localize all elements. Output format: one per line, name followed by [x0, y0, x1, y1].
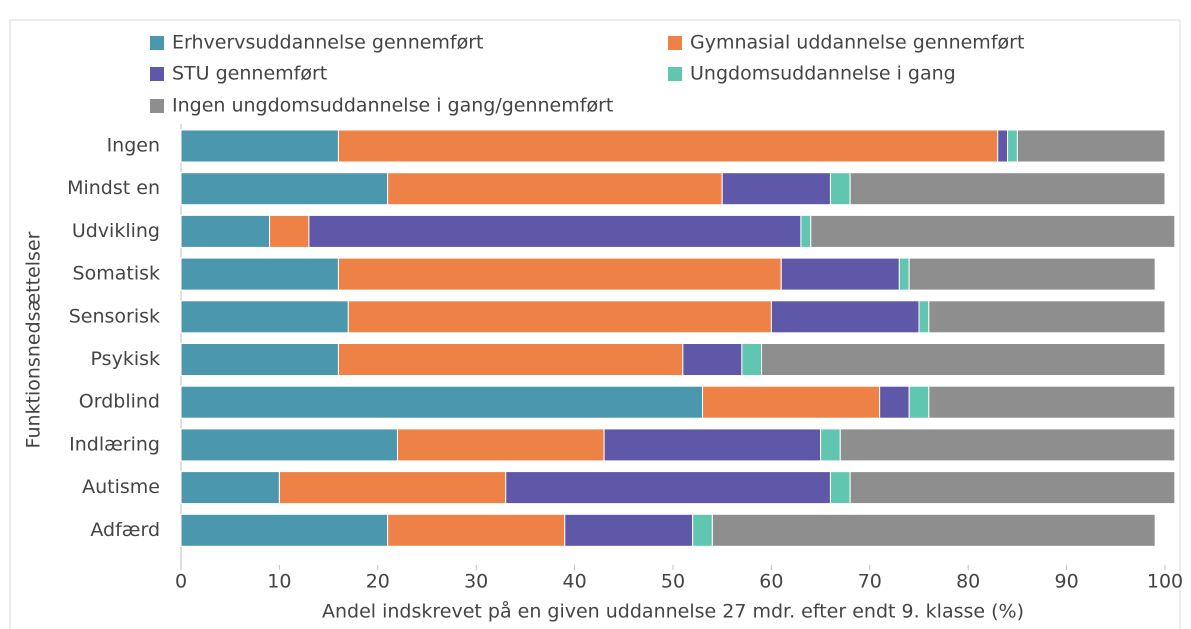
x-tick-label: 30 — [464, 571, 488, 593]
y-tick-label: Udvikling — [72, 220, 160, 242]
bar-segment — [820, 428, 841, 462]
bar-segment — [180, 385, 704, 419]
bar-segment — [849, 172, 1166, 206]
legend-label: Gymnasial uddannelse gennemført — [690, 32, 1024, 54]
x-axis-label: Andel indskrevet på en given uddannelse … — [322, 600, 1024, 623]
bar-segment — [997, 129, 1009, 163]
x-tick-label: 0 — [175, 571, 187, 593]
legend-swatch — [150, 67, 164, 81]
y-tick-label: Mindst en — [67, 177, 160, 199]
bar-segment — [396, 428, 605, 462]
x-tick-label: 70 — [858, 571, 882, 593]
y-tick-label: Psykisk — [91, 348, 160, 370]
bar-segment — [337, 129, 999, 163]
chart-frame — [9, 19, 1181, 629]
bar-segment — [180, 513, 389, 547]
bar-segment — [711, 513, 1156, 547]
bar-segment — [879, 385, 910, 419]
y-tick-label: Adfærd — [90, 519, 160, 541]
x-tick-label: 10 — [267, 571, 291, 593]
bar-segment — [692, 513, 713, 547]
bar-segment — [180, 300, 349, 334]
bar-segment — [928, 385, 1176, 419]
bar-segment — [180, 129, 339, 163]
bar-segment — [721, 172, 831, 206]
bar-segment — [180, 471, 280, 505]
bar-segment — [682, 343, 743, 376]
legend-label: Erhvervsuddannelse gennemført — [172, 32, 484, 54]
bar-segment — [839, 428, 1176, 462]
x-tick-label: 50 — [661, 571, 685, 593]
x-tick-label: 80 — [956, 571, 980, 593]
bar-segment — [347, 300, 772, 334]
y-axis-label: Funktionsnedsættelser — [23, 231, 45, 448]
x-tick-label: 40 — [563, 571, 587, 593]
bar-segment — [387, 513, 566, 547]
bar-segment — [180, 257, 339, 291]
bar-segment — [337, 343, 684, 376]
bar-segment — [761, 343, 1166, 376]
bar-segment — [702, 385, 881, 419]
bar-segment — [770, 300, 920, 334]
bar-segment — [278, 471, 507, 505]
bar-segment — [908, 385, 930, 419]
bar-segment — [918, 300, 930, 334]
bar-segment — [829, 172, 851, 206]
y-tick-label: Ingen — [107, 135, 160, 157]
legend-label: STU gennemført — [172, 63, 327, 85]
y-tick-label: Sensorisk — [69, 305, 160, 327]
legend-swatch — [150, 99, 164, 113]
bar-segment — [505, 471, 831, 505]
legend-swatch — [668, 67, 682, 81]
y-tick-label: Somatisk — [73, 263, 160, 285]
y-tick-label: Ordblind — [79, 391, 160, 413]
bar-segment — [564, 513, 694, 547]
bar-segment — [810, 214, 1176, 248]
bar-segment — [308, 214, 802, 248]
bar-segment — [180, 214, 271, 248]
bar-segment — [849, 471, 1176, 505]
y-tick-label: Indlæring — [69, 433, 160, 455]
bar-segment — [800, 214, 812, 248]
bar-segment — [603, 428, 822, 462]
x-tick-label: 60 — [759, 571, 783, 593]
bar-segment — [180, 343, 339, 376]
bar-segment — [180, 428, 398, 462]
legend-swatch — [668, 36, 682, 50]
bar-segment — [741, 343, 763, 376]
x-tick-label: 100 — [1147, 571, 1183, 593]
legend-swatch — [150, 36, 164, 50]
bar-segment — [898, 257, 910, 291]
bar-segment — [1007, 129, 1018, 163]
x-tick-label: 90 — [1055, 571, 1079, 593]
bar-segment — [180, 172, 389, 206]
bar-segment — [780, 257, 900, 291]
legend-label: Ungdomsuddannelse i gang — [690, 63, 956, 85]
y-tick-label: Autisme — [82, 476, 160, 498]
x-tick-label: 20 — [366, 571, 390, 593]
bar-segment — [387, 172, 723, 206]
bar-segment — [928, 300, 1166, 334]
bar-segment — [829, 471, 851, 505]
bar-segment — [1016, 129, 1166, 163]
bar-segment — [269, 214, 310, 248]
legend-label: Ingen ungdomsuddannelse i gang/gennemfør… — [172, 95, 613, 117]
bar-segment — [908, 257, 1156, 291]
bar-segment — [337, 257, 782, 291]
